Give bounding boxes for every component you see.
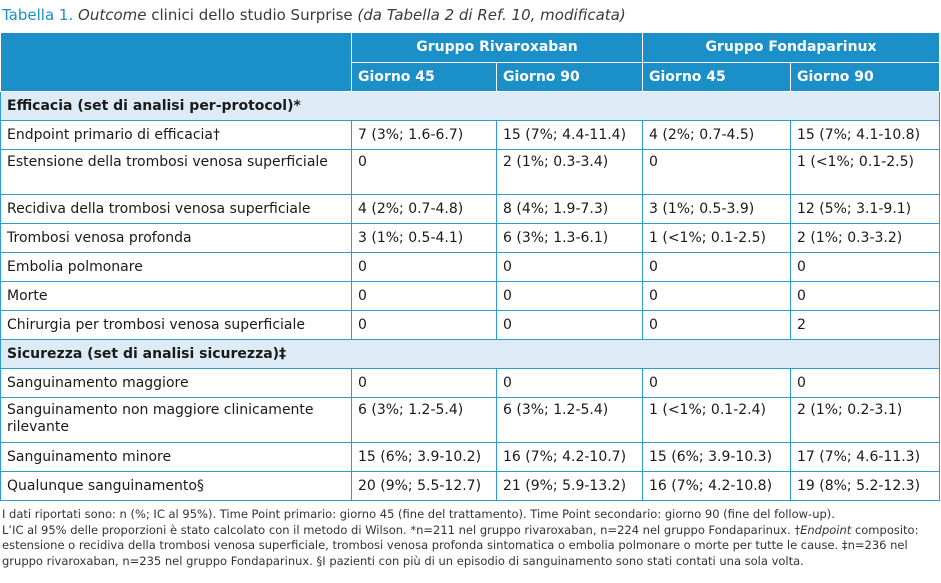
table-cell: 0 (790, 281, 940, 311)
table-row: Chirurgia per trombosi venosa superficia… (0, 310, 940, 340)
table-row: Recidiva della trombosi venosa superfici… (0, 194, 940, 224)
table-row: Estensione della trombosi venosa superfi… (0, 149, 940, 195)
table-cell: 0 (642, 281, 791, 311)
day-header: Giorno 45 (351, 62, 497, 92)
table-cell: 7 (3%; 1.6-6.7) (351, 120, 497, 150)
table-cell: 1 (<1%; 0.1-2.5) (642, 223, 791, 253)
header-blank (0, 32, 352, 92)
table-cell: 4 (2%; 0.7-4.5) (642, 120, 791, 150)
row-label: Morte (0, 281, 352, 311)
table-row: Endpoint primario di efficacia† 7 (3%; 1.… (0, 120, 940, 150)
table-cell: 0 (351, 368, 497, 398)
table-cell: 0 (642, 252, 791, 282)
caption-source: (da Tabella 2 di Ref. 10, modificata) (357, 6, 626, 24)
footnote-text: composito: estensione o recidiva della t… (2, 522, 919, 568)
table-cell: 0 (790, 368, 940, 398)
outcome-table: Gruppo Rivaroxaban Gruppo Fondaparinux G… (0, 32, 940, 501)
row-label: Estensione della trombosi venosa superfi… (0, 149, 352, 195)
table-body: Efficacia (set di analisi per-protocol)*… (0, 91, 940, 501)
table-cell: 2 (1%; 0.3-3.4) (496, 149, 643, 195)
table-row: Embolia polmonare 0 0 0 0 (0, 252, 940, 282)
table-row: Sanguinamento non maggiore clinicamente … (0, 397, 940, 443)
table-cell: 12 (5%; 3.1-9.1) (790, 194, 940, 224)
table-row: Trombosi venosa profonda 3 (1%; 0.5-4.1) 6… (0, 223, 940, 253)
section-heading: Efficacia (set di analisi per-protocol)* (0, 91, 940, 121)
row-label: Trombosi venosa profonda (0, 223, 352, 253)
table-cell: 3 (1%; 0.5-3.9) (642, 194, 791, 224)
day-header: Giorno 90 (790, 62, 940, 92)
table-cell: 2 (1%; 0.3-3.2) (790, 223, 940, 253)
row-label: Chirurgia per trombosi venosa superficia… (0, 310, 352, 340)
table-cell: 3 (1%; 0.5-4.1) (351, 223, 497, 253)
footnote-line: I dati riportati sono: n (%; IC al 95%).… (2, 507, 835, 521)
table-cell: 15 (7%; 4.4-11.4) (496, 120, 643, 150)
table-cell: 0 (496, 252, 643, 282)
table-cell: 2 (790, 310, 940, 340)
table-cell: 0 (642, 149, 791, 195)
table-cell: 0 (642, 368, 791, 398)
table-row: Sanguinamento minore 15 (6%; 3.9-10.2) 16 … (0, 442, 940, 472)
table-cell: 6 (3%; 1.2-5.4) (496, 397, 643, 443)
row-label: Endpoint primario di efficacia† (0, 120, 352, 150)
row-label: Qualunque sanguinamento§ (0, 471, 352, 501)
footnote-text: L’IC al 95% delle proporzioni è stato ca… (2, 522, 801, 537)
table-cell: 6 (3%; 1.2-5.4) (351, 397, 497, 443)
row-label: Recidiva della trombosi venosa superfici… (0, 194, 352, 224)
section-heading: Sicurezza (set di analisi sicurezza)‡ (0, 339, 940, 369)
table-footnote: I dati riportati sono: n (%; IC al 95%).… (2, 507, 938, 569)
table-cell: 0 (351, 252, 497, 282)
table-cell: 19 (8%; 5.2-12.3) (790, 471, 940, 501)
table-cell: 2 (1%; 0.2-3.1) (790, 397, 940, 443)
table-cell: 16 (7%; 4.2-10.8) (642, 471, 791, 501)
table-cell: 20 (9%; 5.5-12.7) (351, 471, 497, 501)
table-caption: Tabella 1. Outcome clinici dello studio … (2, 6, 626, 24)
table-cell: 0 (496, 310, 643, 340)
caption-text: clinici dello studio Surprise (146, 6, 358, 24)
table-row: Qualunque sanguinamento§ 20 (9%; 5.5-12.7… (0, 471, 940, 501)
table-cell: 15 (7%; 4.1-10.8) (790, 120, 940, 150)
table-cell: 0 (642, 310, 791, 340)
table-cell: 21 (9%; 5.9-13.2) (496, 471, 643, 501)
footnote-line: L’IC al 95% delle proporzioni è stato ca… (2, 523, 938, 570)
group-header: Gruppo Fondaparinux (642, 32, 940, 63)
caption-italic-word: Outcome (78, 6, 147, 24)
table-cell: 0 (351, 149, 497, 195)
table-cell: 15 (6%; 3.9-10.2) (351, 442, 497, 472)
table-cell: 0 (496, 281, 643, 311)
table-cell: 17 (7%; 4.6-11.3) (790, 442, 940, 472)
row-label: Embolia polmonare (0, 252, 352, 282)
day-header: Giorno 45 (642, 62, 791, 92)
table-cell: 16 (7%; 4.2-10.7) (496, 442, 643, 472)
table-cell: 6 (3%; 1.3-6.1) (496, 223, 643, 253)
section-row: Sicurezza (set di analisi sicurezza)‡ (0, 339, 940, 369)
day-header: Giorno 90 (496, 62, 643, 92)
table-cell: 4 (2%; 0.7-4.8) (351, 194, 497, 224)
table-cell: 0 (496, 368, 643, 398)
table-cell: 0 (351, 281, 497, 311)
section-row: Efficacia (set di analisi per-protocol)* (0, 91, 940, 121)
row-label: Sanguinamento maggiore (0, 368, 352, 398)
footnote-italic: Endpoint (800, 522, 852, 537)
table-row: Morte 0 0 0 0 (0, 281, 940, 311)
table-cell: 0 (351, 310, 497, 340)
table-row: Sanguinamento maggiore 0 0 0 0 (0, 368, 940, 398)
row-label: Sanguinamento non maggiore clinicamente … (0, 397, 352, 443)
caption-label: Tabella 1. (2, 6, 74, 24)
table-cell: 0 (790, 252, 940, 282)
group-header: Gruppo Rivaroxaban (351, 32, 643, 63)
row-label: Sanguinamento minore (0, 442, 352, 472)
table-cell: 1 (<1%; 0.1-2.4) (642, 397, 791, 443)
table-cell: 15 (6%; 3.9-10.3) (642, 442, 791, 472)
table-cell: 8 (4%; 1.9-7.3) (496, 194, 643, 224)
table-cell: 1 (<1%; 0.1-2.5) (790, 149, 940, 195)
